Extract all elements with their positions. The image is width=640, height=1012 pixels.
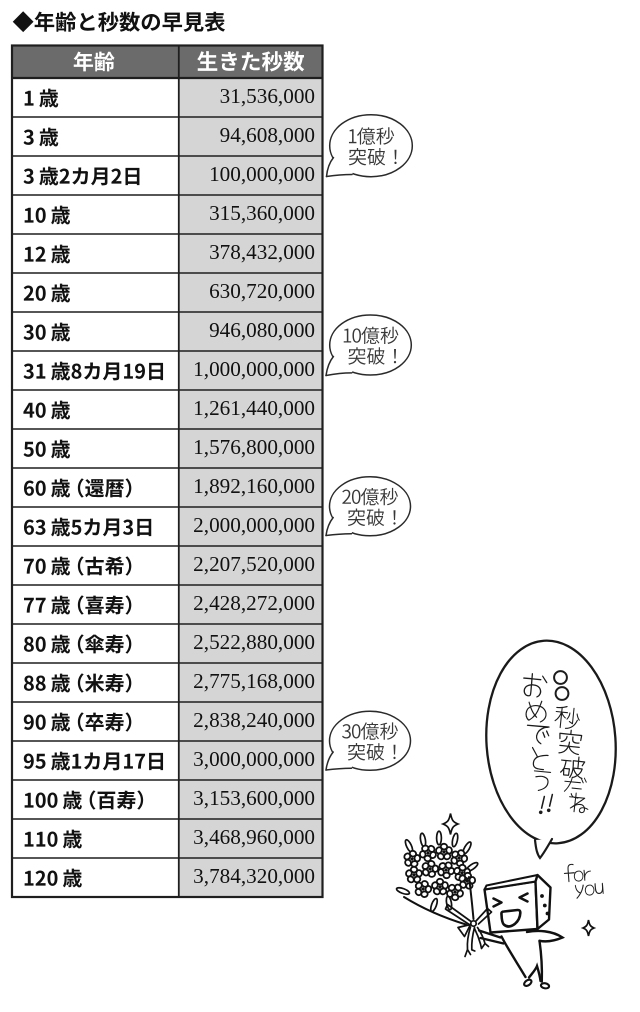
svg-text:1,892,160,000: 1,892,160,000	[193, 474, 315, 498]
svg-text:2,207,520,000: 2,207,520,000	[193, 552, 315, 576]
svg-text:31,536,000: 31,536,000	[220, 84, 315, 108]
svg-text:100,000,000: 100,000,000	[209, 162, 315, 186]
svg-text:946,080,000: 946,080,000	[209, 318, 315, 342]
svg-text:1,000,000,000: 1,000,000,000	[193, 357, 315, 381]
svg-text:3,000,000,000: 3,000,000,000	[193, 747, 315, 771]
svg-text:1,576,800,000: 1,576,800,000	[193, 435, 315, 459]
svg-text:3,468,960,000: 3,468,960,000	[193, 825, 315, 849]
svg-text:2,428,272,000: 2,428,272,000	[193, 591, 315, 615]
svg-text:630,720,000: 630,720,000	[209, 279, 315, 303]
svg-text:378,432,000: 378,432,000	[209, 240, 315, 264]
svg-text:94,608,000: 94,608,000	[220, 123, 315, 147]
svg-text:2,000,000,000: 2,000,000,000	[193, 513, 315, 537]
svg-text:2,838,240,000: 2,838,240,000	[193, 708, 315, 732]
svg-text:2,775,168,000: 2,775,168,000	[193, 669, 315, 693]
svg-text:315,360,000: 315,360,000	[209, 201, 315, 225]
svg-text:1,261,440,000: 1,261,440,000	[193, 396, 315, 420]
svg-text:3,784,320,000: 3,784,320,000	[193, 864, 315, 888]
svg-text:3,153,600,000: 3,153,600,000	[193, 786, 315, 810]
svg-text:2,522,880,000: 2,522,880,000	[193, 630, 315, 654]
